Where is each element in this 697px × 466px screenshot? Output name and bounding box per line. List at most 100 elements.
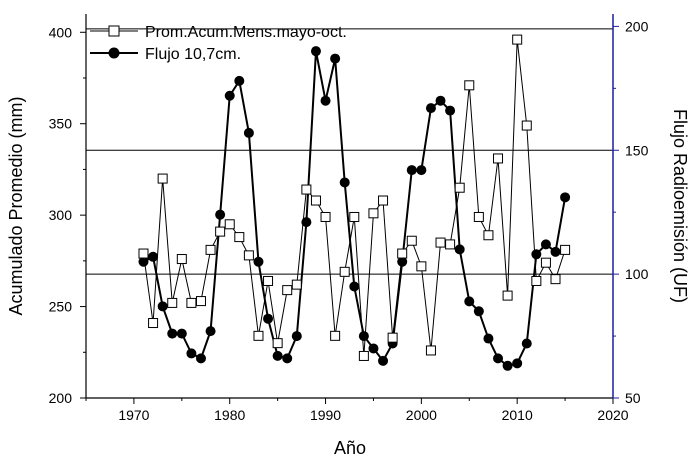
series-prom-point	[205, 244, 216, 255]
series-flujo-point	[339, 177, 350, 188]
series-prom-point	[272, 338, 283, 349]
series-prom-point	[301, 184, 312, 195]
series-flujo-point	[550, 246, 561, 257]
y2-tick-label: 50	[625, 390, 641, 406]
series-prom-point	[243, 250, 254, 261]
series-flujo-point	[560, 192, 571, 203]
x-axis-title: Año	[334, 438, 366, 458]
series-flujo-point	[493, 353, 504, 364]
series-prom-point	[234, 232, 245, 243]
series-flujo-point	[473, 306, 484, 317]
series-prom-point	[378, 195, 389, 206]
series-prom-point	[291, 279, 302, 290]
series-flujo-point	[176, 328, 187, 339]
series-flujo-point	[397, 256, 408, 267]
legend-marker-prom	[108, 25, 120, 37]
x-tick-label: 1990	[310, 407, 341, 423]
series-flujo-point	[282, 353, 293, 364]
series-prom-point	[416, 261, 427, 272]
series-flujo-point	[148, 251, 159, 262]
series-prom-point	[540, 257, 551, 268]
series-flujo-point	[234, 75, 245, 86]
series-flujo-point	[224, 90, 235, 101]
series-prom-point	[454, 182, 465, 193]
y-axis-left-title: Acumulado Promedio (mm)	[6, 96, 26, 315]
x-tick-label: 2000	[406, 407, 437, 423]
series-prom-point	[176, 254, 187, 265]
y-tick-label: 350	[49, 116, 73, 132]
series-flujo-point	[301, 217, 312, 228]
series-prom-point	[186, 297, 197, 308]
series-prom-point	[512, 34, 523, 45]
series-prom-point	[224, 219, 235, 230]
series-prom-point	[339, 266, 350, 277]
legend-label-prom: Prom.Acum.Mens.mayo-oct.	[145, 24, 347, 41]
series-flujo-point	[186, 348, 197, 359]
series-prom-point	[531, 275, 542, 286]
x-tick-label: 1980	[214, 407, 245, 423]
series-prom-point	[263, 275, 274, 286]
series-prom-point	[483, 230, 494, 241]
series-prom-point	[310, 195, 321, 206]
x-tick-label: 2010	[502, 407, 533, 423]
series-flujo-point	[531, 249, 542, 260]
series-flujo-point	[263, 313, 274, 324]
series-flujo-point	[358, 331, 369, 342]
series-flujo-point	[435, 95, 446, 106]
ticks: 1970 1980 1990 2000 2010 2020 200 250 300 350 400 5…	[49, 18, 649, 423]
series-flujo-point	[378, 355, 389, 366]
series-prom-point	[521, 120, 532, 131]
series-prom-point	[464, 80, 475, 91]
series-flujo-point	[540, 239, 551, 250]
series-prom-line	[142, 39, 566, 356]
series-flujo-point	[368, 343, 379, 354]
series-flujo-point	[157, 301, 168, 312]
series-flujo-point	[349, 281, 360, 292]
series-prom-point	[502, 290, 513, 301]
legend-marker-flujo	[108, 47, 120, 59]
series-flujo-point	[320, 95, 331, 106]
series-prom-point	[195, 296, 206, 307]
series-flujo-point	[243, 127, 254, 138]
legend-label-flujo: Flujo 10,7cm.	[145, 46, 241, 63]
series-flujo-point	[253, 256, 264, 267]
x-tick-label: 2020	[597, 407, 628, 423]
series-prom-point	[148, 318, 159, 329]
series-prom-point	[368, 208, 379, 219]
series-flujo-point	[464, 296, 475, 307]
y-tick-label: 300	[49, 207, 73, 223]
y-tick-label: 250	[49, 299, 73, 315]
y2-tick-label: 200	[625, 18, 649, 34]
series-flujo-point	[291, 331, 302, 342]
series-flujo-point	[483, 333, 494, 344]
series-flujo-point	[205, 326, 216, 337]
series-prom-point	[320, 211, 331, 222]
series-flujo-point	[406, 165, 417, 176]
series-prom-point	[397, 248, 408, 259]
series-prom-point	[493, 153, 504, 164]
series-flujo-point	[310, 46, 321, 57]
series-prom-point	[445, 239, 456, 250]
series-prom-point	[425, 345, 436, 356]
series-prom-point	[215, 226, 226, 237]
y2-tick-label: 100	[625, 266, 649, 282]
series-prom-point	[560, 244, 571, 255]
series-prom-point	[138, 248, 149, 259]
series-flujo-point	[195, 353, 206, 364]
series-flujo-point	[138, 256, 149, 267]
series-flujo-point	[330, 53, 341, 64]
series-flujo-point	[521, 338, 532, 349]
x-tick-label: 1970	[118, 407, 149, 423]
series-flujo-point	[215, 209, 226, 220]
series-prom-point	[473, 211, 484, 222]
series-prom-point	[435, 237, 446, 248]
y-tick-label: 400	[49, 24, 73, 40]
series-prom-point	[358, 350, 369, 361]
series-prom-point	[253, 330, 264, 341]
y-tick-label: 200	[49, 390, 73, 406]
series-flujo-point	[512, 358, 523, 369]
series-prom-point	[157, 173, 168, 184]
series-flujo-point	[416, 165, 427, 176]
series-flujo-point	[272, 350, 283, 361]
